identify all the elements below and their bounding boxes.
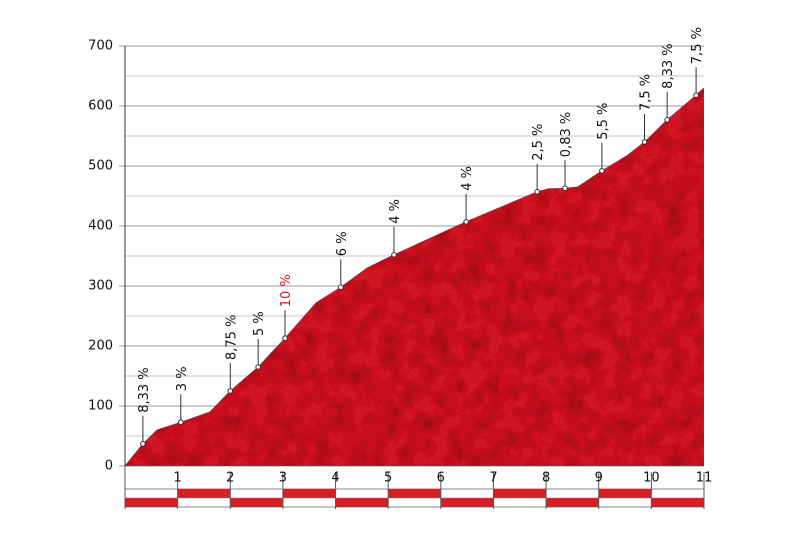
annotation-marker: [140, 441, 146, 447]
annotation-label: 8,33 %: [137, 367, 152, 412]
km-bar-segment: [125, 498, 178, 507]
x-tick-label: 4: [331, 471, 339, 486]
y-tick-label: 200: [88, 339, 113, 354]
x-tick-label: 11: [696, 471, 713, 486]
y-tick-label: 500: [88, 159, 113, 174]
annotation-label: 7,5 %: [690, 27, 705, 64]
annotation-marker: [391, 252, 397, 258]
annotation-label: 6 %: [335, 231, 350, 256]
annotation-marker: [255, 364, 261, 370]
x-tick-label: 5: [384, 471, 392, 486]
x-tick-label: 7: [489, 471, 497, 486]
y-tick-label: 0: [105, 459, 113, 474]
annotation-label: 3 %: [175, 366, 190, 391]
y-tick-label: 700: [88, 39, 113, 54]
km-bar-segment: [546, 498, 599, 507]
annotation-label: 4 %: [460, 166, 475, 191]
x-tick-label: 9: [595, 471, 603, 486]
annotation-label: 5 %: [252, 311, 267, 336]
annotation-label: 4 %: [388, 199, 403, 224]
annotation-label: 8,33 %: [661, 43, 676, 88]
km-bar-segment: [493, 489, 547, 498]
x-tick-label: 2: [226, 471, 234, 486]
x-tick-label: 8: [542, 471, 550, 486]
y-tick-label: 100: [88, 399, 113, 414]
annotation-label: 10 %: [279, 274, 294, 307]
annotation-label: 2,5 %: [531, 124, 546, 161]
annotation-marker: [534, 189, 540, 195]
annotation-marker: [599, 168, 605, 174]
annotation-marker: [282, 335, 288, 342]
annotation-marker: [338, 284, 344, 291]
annotation-label: 0,83 %: [559, 112, 574, 157]
x-tick-label: 6: [437, 471, 445, 486]
y-tick-label: 400: [88, 219, 113, 234]
annotation-marker: [463, 219, 469, 225]
annotation-marker: [227, 388, 234, 394]
km-bar-segment: [282, 489, 336, 498]
annotation-marker: [664, 117, 670, 123]
x-tick-label: 3: [279, 471, 287, 486]
km-bar-segment: [177, 489, 231, 498]
annotation-marker: [177, 419, 184, 426]
annotation-label: 8,75 %: [224, 315, 239, 360]
km-bar-segment: [598, 489, 652, 498]
annotation-label: 7,5 %: [639, 74, 654, 111]
x-tick-label: 10: [643, 471, 660, 486]
x-tick-label: 1: [173, 471, 181, 486]
km-bar-segment: [335, 498, 389, 507]
km-bar-segment: [388, 489, 441, 498]
annotation-marker: [693, 92, 699, 98]
profile-area: [124, 87, 705, 467]
km-bar-segment: [230, 498, 283, 507]
y-tick-label: 300: [88, 279, 113, 294]
km-bar-segment: [651, 498, 704, 507]
annotation-marker: [562, 185, 568, 191]
km-bar-segment: [440, 498, 494, 507]
y-tick-label: 600: [88, 99, 113, 114]
annotation-label: 5,5 %: [596, 103, 611, 140]
annotation-marker: [641, 139, 648, 145]
